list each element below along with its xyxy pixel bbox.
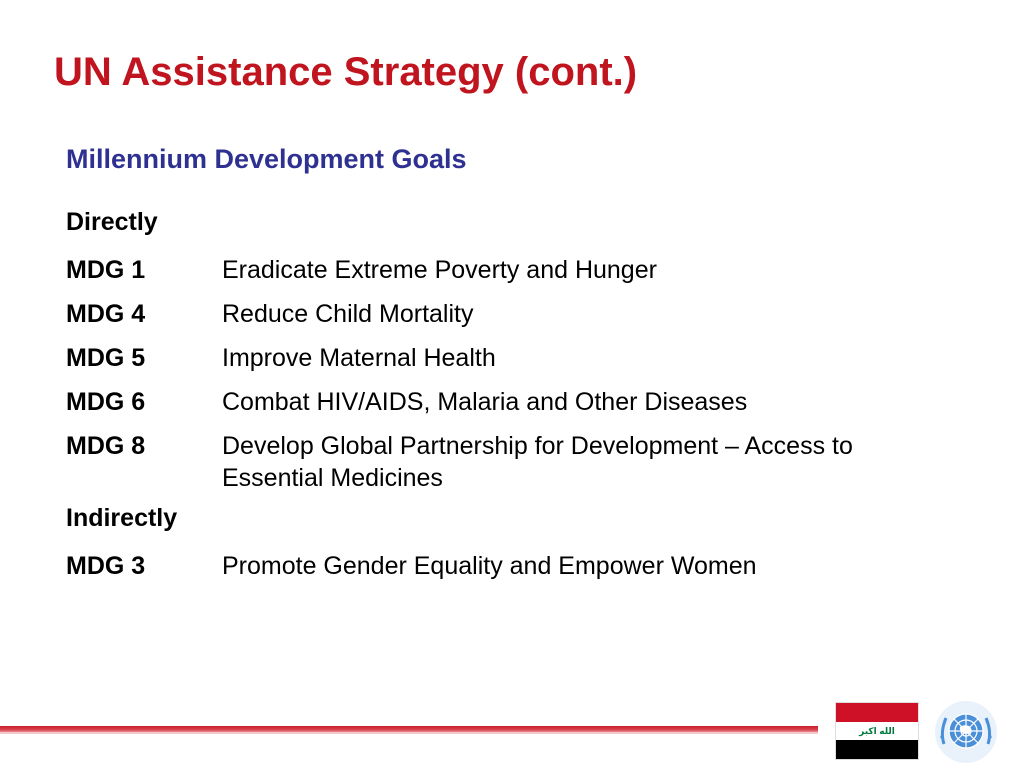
slide-subtitle: Millennium Development Goals — [66, 144, 467, 174]
footer-rule-shadow — [0, 732, 818, 734]
section-directly: Directly MDG 1 Eradicate Extreme Poverty… — [66, 210, 966, 494]
flag-white-band: الله اكبر — [836, 721, 918, 741]
footer-rule — [0, 726, 818, 732]
goal-row: MDG 8 Develop Global Partnership for Dev… — [66, 430, 966, 494]
un-emblem-icon — [935, 701, 997, 763]
goal-code: MDG 3 — [66, 552, 146, 580]
goal-text: Improve Maternal Health — [222, 344, 496, 372]
section-heading: Indirectly — [66, 504, 178, 532]
goal-code: MDG 5 — [66, 344, 146, 372]
goal-row: MDG 5 Improve Maternal Health — [66, 342, 966, 374]
section-heading: Directly — [66, 208, 158, 236]
goal-text: Promote Gender Equality and Empower Wome… — [222, 552, 757, 580]
goal-row: MDG 4 Reduce Child Mortality — [66, 298, 966, 330]
goal-text: Eradicate Extreme Poverty and Hunger — [222, 256, 657, 284]
goal-row: MDG 6 Combat HIV/AIDS, Malaria and Other… — [66, 386, 966, 418]
flag-black-band — [836, 740, 918, 760]
goal-row: MDG 3 Promote Gender Equality and Empowe… — [66, 550, 966, 582]
flag-inscription: الله اكبر — [859, 725, 895, 736]
goal-text: Reduce Child Mortality — [222, 300, 474, 328]
goal-code: MDG 4 — [66, 300, 146, 328]
goal-code: MDG 6 — [66, 388, 146, 416]
goals-content: Directly MDG 1 Eradicate Extreme Poverty… — [66, 210, 966, 594]
goal-code: MDG 1 — [66, 256, 146, 284]
goal-row: MDG 1 Eradicate Extreme Poverty and Hung… — [66, 254, 966, 286]
section-indirectly: Indirectly MDG 3 Promote Gender Equality… — [66, 506, 966, 582]
goal-code: MDG 8 — [66, 432, 146, 460]
flag-red-band — [836, 703, 918, 722]
goal-text: Develop Global Partnership for Developme… — [222, 432, 853, 492]
goal-text: Combat HIV/AIDS, Malaria and Other Disea… — [222, 388, 748, 416]
slide-title: UN Assistance Strategy (cont.) — [54, 50, 638, 94]
iraq-flag-icon: الله اكبر — [836, 703, 918, 760]
